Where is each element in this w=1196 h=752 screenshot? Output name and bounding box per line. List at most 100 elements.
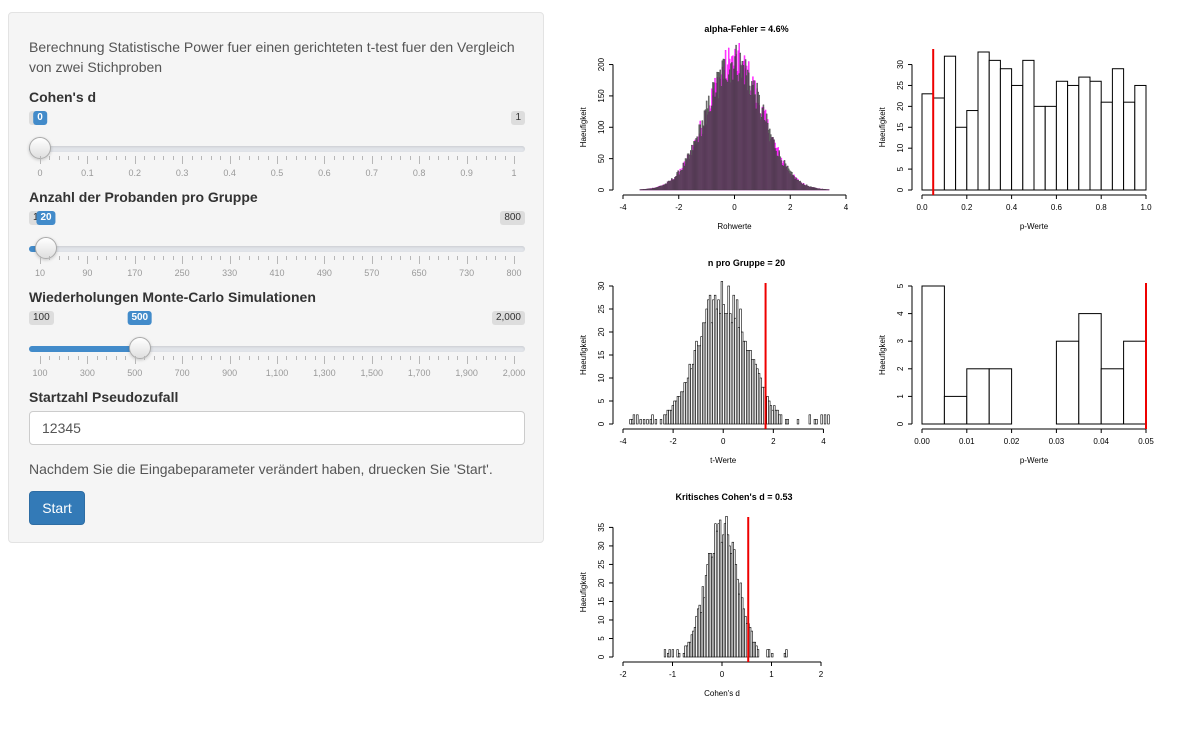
slider-tick <box>514 156 515 164</box>
slider-tick-label: 650 <box>411 268 427 278</box>
y-tick-label: 25 <box>896 80 905 89</box>
slider-minor-tick <box>314 156 316 160</box>
slider-minor-tick <box>333 156 335 160</box>
x-axis-label: Rohwerte <box>717 222 752 231</box>
n-group-label: Anzahl der Probanden pro Gruppe <box>29 189 258 205</box>
slider-tick <box>40 156 41 164</box>
histogram-bar <box>977 51 990 191</box>
slider-minor-tick <box>106 356 108 360</box>
y-tick-label: 25 <box>597 304 606 313</box>
y-tick-label: 20 <box>597 327 606 336</box>
slider-minor-tick <box>314 256 316 260</box>
histogram-bar <box>1111 68 1125 191</box>
histogram-bar <box>966 110 979 191</box>
slider-track[interactable] <box>29 346 525 352</box>
chart-1: alpha-Fehler = 4.6% -4 -2 0 2 4 0 50 100 150 200 Ro… <box>579 24 849 231</box>
n-group-slider[interactable]: 10800201090170250330410490570650730800 <box>29 211 525 281</box>
y-tick-label: 0 <box>896 187 905 192</box>
slider-minor-tick <box>343 356 345 360</box>
slider-tick <box>229 356 231 364</box>
x-tick-label: 0.02 <box>1004 437 1020 446</box>
histogram-bar <box>932 97 945 191</box>
slider-handle[interactable] <box>35 237 57 259</box>
y-tick-label: 10 <box>896 143 905 152</box>
histogram-bar <box>1134 84 1147 191</box>
histogram-bar <box>1055 340 1080 425</box>
slider-minor-tick <box>400 256 402 260</box>
reps-slider[interactable]: 100 2,000 500 100 300 500 700 900 1,100 1,300 1,50… <box>29 311 525 381</box>
slider-tick <box>182 256 184 264</box>
slider-minor-tick <box>428 156 430 160</box>
histogram-bar <box>1078 313 1102 425</box>
slider-minor-tick <box>115 256 117 260</box>
slider-tick <box>277 356 278 364</box>
slider-tick-label: 330 <box>222 268 238 278</box>
y-tick-label: 30 <box>597 541 606 550</box>
slider-minor-tick <box>362 256 364 260</box>
x-tick-label: 0.4 <box>1006 203 1018 212</box>
slider-minor-tick <box>476 156 478 160</box>
slider-minor-tick <box>352 256 354 260</box>
slider-tick <box>419 256 421 264</box>
slider-minor-tick <box>267 356 269 360</box>
start-button[interactable]: Start <box>29 491 85 525</box>
slider-tick-label: 0.1 <box>81 168 94 178</box>
slider-minor-tick <box>58 356 60 360</box>
slider-tick-label: 300 <box>79 368 95 378</box>
histogram-bar <box>921 93 934 191</box>
slider-tick <box>182 356 184 364</box>
slider-minor-tick <box>409 156 411 160</box>
slider-minor-tick <box>305 356 307 360</box>
histogram-bar <box>756 649 760 658</box>
y-tick-label: 4 <box>896 311 905 316</box>
slider-minor-tick <box>495 156 497 160</box>
slider-tick <box>277 256 278 264</box>
slider-tick <box>371 356 373 364</box>
seed-input[interactable] <box>29 411 525 445</box>
seed-label: Startzahl Pseudozufall <box>29 389 179 405</box>
slider-minor-tick <box>362 156 364 160</box>
cohens-d-slider[interactable]: 01000.10.20.30.40.50.60.70.80.91 <box>29 111 525 181</box>
slider-tick <box>419 356 421 364</box>
y-tick-label: 10 <box>597 373 606 382</box>
x-tick-label: 0.8 <box>1096 203 1108 212</box>
slider-max-label: 2,000 <box>491 311 525 325</box>
slider-minor-tick <box>352 156 354 160</box>
slider-minor-tick <box>447 156 449 160</box>
y-tick-label: 200 <box>597 57 606 71</box>
y-axis-label: Haeufigkeit <box>878 106 887 147</box>
slider-handle[interactable] <box>128 337 151 359</box>
y-tick-label: 15 <box>597 350 606 359</box>
y-tick-label: 5 <box>597 398 606 403</box>
slider-minor-tick <box>258 256 260 260</box>
slider-value-label: 0 <box>33 111 47 125</box>
histogram-bar <box>651 414 654 425</box>
histogram-bar <box>1067 84 1080 191</box>
histogram-bar <box>1022 59 1035 191</box>
start-hint: Nachdem Sie die Eingabeparameter verände… <box>29 461 493 477</box>
slider-minor-tick <box>144 156 146 160</box>
y-tick-label: 3 <box>896 338 905 343</box>
slider-max-label: 800 <box>500 211 525 225</box>
slider-minor-tick <box>267 156 269 160</box>
slider-minor-tick <box>390 256 392 260</box>
x-tick-label: 4 <box>844 203 849 212</box>
slider-track[interactable] <box>29 146 525 152</box>
y-tick-label: 50 <box>597 154 606 163</box>
slider-minor-tick <box>68 256 70 260</box>
slider-minor-tick <box>504 356 506 360</box>
slider-minor-tick <box>163 256 165 260</box>
slider-minor-tick <box>49 156 51 160</box>
x-axis-label: p-Werte <box>1020 222 1049 231</box>
slider-minor-tick <box>248 156 250 160</box>
histogram-bar <box>1033 105 1046 191</box>
histogram-bar <box>827 414 830 425</box>
slider-minor-tick <box>485 256 487 260</box>
slider-minor-tick <box>258 156 260 160</box>
slider-tick-label: 0.7 <box>365 168 379 178</box>
slider-tick-label: 0 <box>37 168 43 178</box>
slider-track[interactable] <box>29 246 525 252</box>
slider-tick-label: 410 <box>269 268 285 278</box>
slider-minor-tick <box>77 156 79 160</box>
slider-minor-tick <box>248 356 250 360</box>
